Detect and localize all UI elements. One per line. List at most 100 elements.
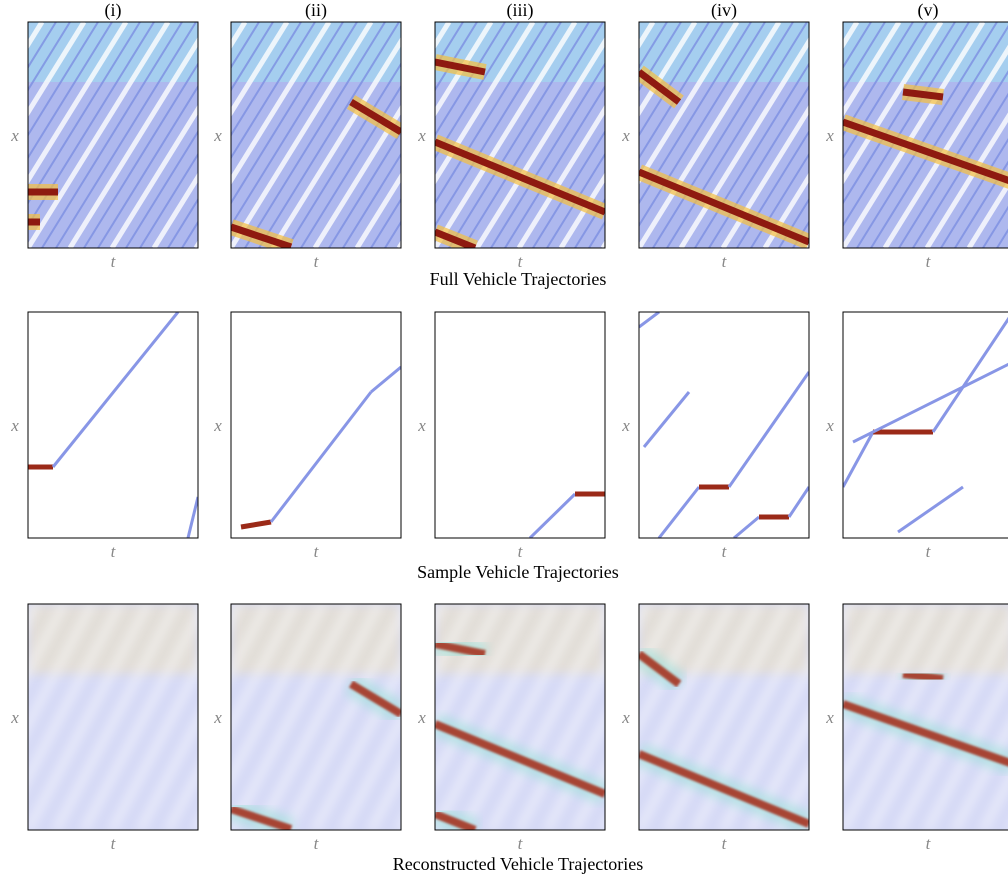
t-axis-label: t bbox=[111, 252, 117, 271]
congestion bbox=[435, 810, 477, 830]
congestion bbox=[902, 88, 944, 101]
trajectory bbox=[41, 22, 183, 248]
trajectory bbox=[462, 22, 604, 248]
sample-trajectory bbox=[843, 431, 875, 488]
congestion bbox=[639, 69, 682, 105]
trajectory bbox=[762, 172, 809, 248]
congestion bbox=[639, 650, 682, 688]
streak bbox=[137, 714, 198, 830]
panel: xt bbox=[825, 603, 1008, 853]
trajectory bbox=[370, 197, 401, 248]
panel-content bbox=[435, 22, 605, 248]
panel-tint bbox=[639, 22, 809, 82]
congestion bbox=[348, 680, 401, 718]
panel-bg bbox=[435, 312, 605, 538]
panel: x t (ii) bbox=[213, 0, 402, 271]
streak bbox=[53, 604, 179, 830]
trajectory bbox=[97, 84, 198, 248]
trajectory bbox=[435, 22, 506, 137]
panel: xt bbox=[0, 603, 199, 853]
streak bbox=[165, 767, 198, 830]
panel-border bbox=[230, 21, 402, 249]
x-axis-label: x bbox=[10, 708, 19, 727]
streak bbox=[776, 767, 809, 830]
panel: xt bbox=[417, 311, 606, 561]
congestion bbox=[435, 58, 486, 76]
t-axis-label: t bbox=[722, 542, 728, 561]
trajectory bbox=[639, 22, 766, 228]
t-axis-label: t bbox=[722, 834, 728, 853]
trajectory bbox=[151, 172, 198, 248]
trajectory bbox=[448, 22, 590, 248]
trajectory bbox=[312, 104, 401, 248]
streak bbox=[639, 604, 734, 784]
panel-border bbox=[434, 21, 606, 249]
panel-border bbox=[230, 311, 402, 539]
panel-content bbox=[0, 604, 198, 830]
trajectory bbox=[435, 22, 562, 228]
panel-border bbox=[434, 603, 606, 831]
streak bbox=[639, 604, 706, 731]
panel: x t (iv) bbox=[621, 0, 810, 271]
streak bbox=[340, 714, 401, 830]
t-axis-label: t bbox=[518, 834, 524, 853]
trajectory bbox=[354, 172, 401, 248]
trajectory bbox=[666, 22, 808, 248]
t-axis-label: t bbox=[926, 834, 932, 853]
panel: x t (v) bbox=[825, 0, 1008, 271]
streak bbox=[256, 604, 382, 830]
streak bbox=[368, 767, 401, 830]
streak bbox=[924, 671, 1008, 830]
t-axis-label: t bbox=[314, 252, 320, 271]
trajectory bbox=[639, 22, 698, 118]
trajectory bbox=[898, 70, 1008, 248]
sample-trajectory bbox=[528, 492, 577, 538]
streak bbox=[435, 604, 530, 784]
sample-trajectory bbox=[370, 365, 401, 394]
panel-border bbox=[27, 21, 199, 249]
trajectory bbox=[342, 152, 401, 248]
trajectory bbox=[966, 180, 1008, 248]
x-axis-label: x bbox=[621, 708, 630, 727]
congestion bbox=[843, 118, 1008, 184]
streak bbox=[0, 604, 8, 830]
t-axis-label: t bbox=[314, 834, 320, 853]
panel: xt bbox=[621, 603, 810, 853]
trajectory bbox=[231, 22, 290, 118]
trajectory bbox=[28, 22, 99, 137]
trajectory bbox=[28, 22, 71, 92]
trajectory bbox=[474, 36, 605, 248]
t-axis-label: t bbox=[926, 252, 932, 271]
sample-trajectory bbox=[733, 515, 760, 538]
column-label: (i) bbox=[105, 0, 122, 21]
streak bbox=[639, 604, 762, 830]
streak bbox=[231, 604, 326, 784]
trajectory bbox=[678, 36, 809, 248]
trajectory bbox=[870, 24, 1008, 248]
panel-tint bbox=[231, 22, 401, 82]
panel-content bbox=[28, 22, 198, 248]
streak bbox=[81, 608, 198, 830]
congestion bbox=[639, 168, 809, 246]
panel-content bbox=[231, 312, 401, 538]
x-axis-label: x bbox=[417, 126, 426, 145]
sample-trajectory bbox=[787, 486, 809, 518]
streak bbox=[460, 604, 586, 830]
congestion bbox=[231, 223, 293, 248]
trajectory bbox=[882, 44, 1008, 248]
trajectory bbox=[843, 22, 986, 248]
panel-content bbox=[639, 604, 809, 830]
t-axis-label: t bbox=[518, 542, 524, 561]
congestion bbox=[435, 640, 486, 658]
panel-bg bbox=[843, 312, 1008, 538]
trajectory bbox=[924, 112, 1008, 248]
column-label: (iv) bbox=[711, 0, 737, 21]
panel-border bbox=[638, 311, 810, 539]
trajectory bbox=[639, 22, 682, 92]
panel-border bbox=[842, 311, 1008, 539]
panel-border bbox=[842, 21, 1008, 249]
trajectory bbox=[28, 22, 57, 70]
x-axis-label: x bbox=[10, 126, 19, 145]
streak bbox=[748, 714, 809, 830]
trajectory bbox=[639, 22, 740, 185]
